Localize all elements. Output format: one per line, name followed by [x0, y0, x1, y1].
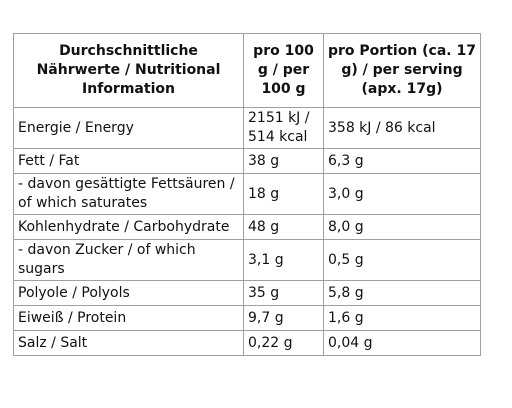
nutrient-cell: Fett / Fat: [13, 148, 244, 174]
per-serving-cell: 0,5 g: [323, 239, 481, 281]
per-100g-cell: 0,22 g: [243, 330, 324, 356]
per-100g-cell: 48 g: [243, 214, 324, 240]
nutrition-table: Durchschnittliche Nährwerte / Nutritiona…: [13, 33, 481, 356]
header-nutrient: Durchschnittliche Nährwerte / Nutritiona…: [13, 33, 244, 108]
per-100g-cell: 38 g: [243, 148, 324, 174]
table-row-protein: Eiweiß / Protein 9,7 g 1,6 g: [13, 305, 481, 331]
nutrient-cell: Energie / Energy: [13, 107, 244, 149]
table-row-saturates: - davon gesättigte Fettsäuren / of which…: [13, 173, 481, 215]
nutrition-table-container: Durchschnittliche Nährwerte / Nutritiona…: [13, 33, 481, 356]
header-per-serving: pro Portion (ca. 17 g) / per serving (ap…: [323, 33, 481, 108]
header-per-100g: pro 100 g / per 100 g: [243, 33, 324, 108]
table-row-salt: Salz / Salt 0,22 g 0,04 g: [13, 330, 481, 356]
table-row-polyols: Polyole / Polyols 35 g 5,8 g: [13, 280, 481, 306]
nutrient-cell: - davon Zucker / of which sugars: [13, 239, 244, 281]
per-serving-cell: 3,0 g: [323, 173, 481, 215]
table-row-fat: Fett / Fat 38 g 6,3 g: [13, 148, 481, 174]
per-100g-cell: 9,7 g: [243, 305, 324, 331]
header-row: Durchschnittliche Nährwerte / Nutritiona…: [13, 33, 481, 108]
per-serving-cell: 0,04 g: [323, 330, 481, 356]
per-100g-cell: 2151 kJ / 514 kcal: [243, 107, 324, 149]
table-row-carbohydrate: Kohlenhydrate / Carbohydrate 48 g 8,0 g: [13, 214, 481, 240]
per-100g-cell: 18 g: [243, 173, 324, 215]
nutrient-cell: Kohlenhydrate / Carbohydrate: [13, 214, 244, 240]
nutrient-cell: - davon gesättigte Fettsäuren / of which…: [13, 173, 244, 215]
per-100g-cell: 3,1 g: [243, 239, 324, 281]
table-row-sugars: - davon Zucker / of which sugars 3,1 g 0…: [13, 239, 481, 281]
per-serving-cell: 358 kJ / 86 kcal: [323, 107, 481, 149]
per-100g-cell: 35 g: [243, 280, 324, 306]
nutrient-cell: Salz / Salt: [13, 330, 244, 356]
per-serving-cell: 6,3 g: [323, 148, 481, 174]
per-serving-cell: 5,8 g: [323, 280, 481, 306]
table-row-energy: Energie / Energy 2151 kJ / 514 kcal 358 …: [13, 107, 481, 149]
per-serving-cell: 8,0 g: [323, 214, 481, 240]
nutrient-cell: Polyole / Polyols: [13, 280, 244, 306]
nutrient-cell: Eiweiß / Protein: [13, 305, 244, 331]
per-serving-cell: 1,6 g: [323, 305, 481, 331]
